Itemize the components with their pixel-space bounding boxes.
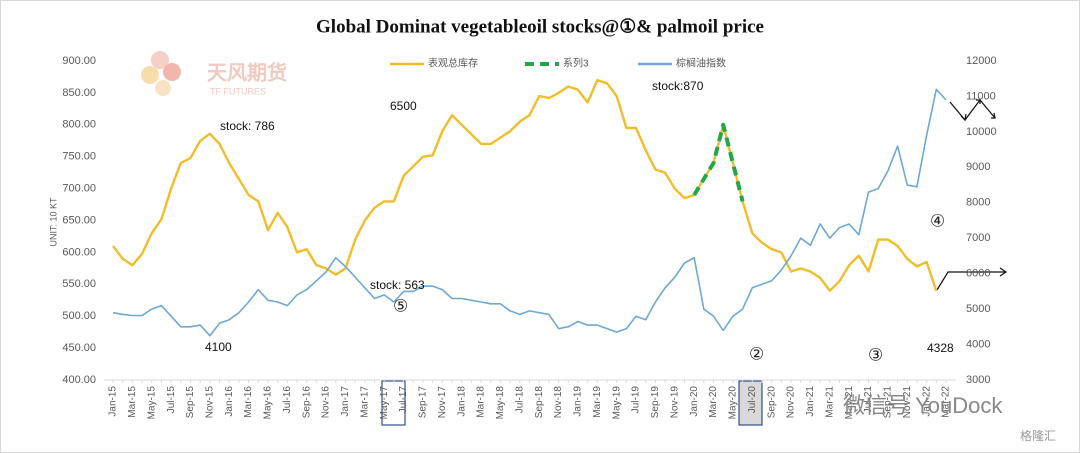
x-tick-label: Sep-18 <box>534 386 545 419</box>
series-line <box>112 88 947 337</box>
x-tick-label: Nov-17 <box>437 386 448 419</box>
annotation: ④ <box>930 211 945 230</box>
x-tick-label: May-21 <box>844 386 855 420</box>
legend-label: 表观总库存 <box>428 57 478 70</box>
x-tick-label: Sep-16 <box>301 386 312 419</box>
x-tick-label: Nov-21 <box>902 386 913 419</box>
watermark: TF FUTURES <box>210 86 266 96</box>
x-tick-label: Jul-17 <box>398 386 409 414</box>
y-tick-label: 500.00 <box>62 310 96 322</box>
y-axis-label: UNIT: 10 KT <box>48 197 58 247</box>
x-tick-label: Nov-16 <box>321 386 332 419</box>
x-tick-label: Jul-18 <box>514 386 525 414</box>
x-tick-label: Jan-21 <box>805 386 816 417</box>
x-tick-label: Jul-21 <box>863 386 874 414</box>
annotation: 6500 <box>390 99 417 113</box>
y2-tick-label: 5000 <box>966 303 990 315</box>
x-tick-label: Mar-15 <box>127 386 138 418</box>
y-tick-label: 700.00 <box>62 183 96 195</box>
x-tick-label: Jul-16 <box>282 386 293 414</box>
watermark: 格隆汇 <box>1020 428 1056 443</box>
y2-tick-label: 10000 <box>966 126 997 138</box>
y2-tick-label: 9000 <box>966 161 990 173</box>
y-tick-label: 450.00 <box>62 342 96 354</box>
x-tick-label: Mar-19 <box>592 386 603 418</box>
y-tick-label: 800.00 <box>62 119 96 131</box>
x-tick-label: Sep-19 <box>650 386 661 419</box>
annotation: 4328 <box>927 341 954 355</box>
x-tick-label: Jan-20 <box>689 386 700 417</box>
x-tick-label: Nov-20 <box>786 386 797 419</box>
x-tick-label: Mar-21 <box>824 386 835 418</box>
x-tick-label: May-18 <box>495 386 506 420</box>
x-tick-label: Sep-20 <box>766 386 777 419</box>
highlight-box <box>738 380 763 426</box>
watermark: 微信号 YouDock <box>843 393 1003 418</box>
x-tick-label: Sep-21 <box>883 386 894 419</box>
y2-tick-label: 8000 <box>966 197 990 209</box>
chart-title: Global Dominat vegetableoil stocks@①& pa… <box>316 16 764 37</box>
annotation: ⑤ <box>393 296 408 315</box>
x-tick-label: Jan-17 <box>340 386 351 417</box>
x-tick-label: May-19 <box>611 386 622 420</box>
y-tick-label: 400.00 <box>62 374 96 386</box>
annotation: ② <box>749 344 764 363</box>
x-tick-label: Jan-15 <box>108 386 119 417</box>
x-tick-label: Jan-22 <box>921 386 932 417</box>
y2-tick-label: 11000 <box>966 90 996 102</box>
y-tick-label: 600.00 <box>62 246 96 258</box>
x-tick-label: Mar-22 <box>941 386 952 418</box>
y2-tick-label: 4000 <box>966 338 990 350</box>
annotation: 4100 <box>205 340 232 354</box>
y-tick-label: 650.00 <box>62 214 96 226</box>
y-tick-label: 750.00 <box>62 151 96 163</box>
x-tick-label: Jan-18 <box>456 386 467 417</box>
x-tick-label: Jul-15 <box>166 386 177 414</box>
x-tick-label: Jan-19 <box>573 386 584 417</box>
x-tick-label: Sep-17 <box>418 386 429 419</box>
x-tick-label: May-17 <box>379 386 390 420</box>
x-tick-label: Mar-20 <box>708 386 719 418</box>
series-line <box>112 78 938 292</box>
arrows <box>936 99 1008 291</box>
x-tick-label: Nov-18 <box>553 386 564 419</box>
y2-tick-label: 12000 <box>966 55 997 67</box>
x-tick-label: Mar-16 <box>243 386 254 418</box>
x-tick-label: Jul-19 <box>631 386 642 414</box>
annotation: ③ <box>868 345 883 364</box>
x-tick-label: May-16 <box>263 386 274 420</box>
x-tick-label: May-20 <box>728 386 739 420</box>
x-tick-label: Mar-18 <box>476 386 487 418</box>
x-tick-label: May-15 <box>146 386 157 420</box>
y-tick-label: 550.00 <box>62 278 96 290</box>
x-tick-label: Jan-16 <box>224 386 235 417</box>
series-line <box>692 122 745 202</box>
x-tick-label: Mar-17 <box>359 386 370 418</box>
x-tick-label: Nov-15 <box>205 386 216 419</box>
watermark: 天风期货 <box>207 60 287 84</box>
x-tick-label: Jul-20 <box>747 386 758 414</box>
y-tick-label: 850.00 <box>62 87 96 99</box>
x-tick-label: Nov-19 <box>669 386 680 419</box>
legend-label: 棕榈油指数 <box>676 57 726 70</box>
x-tick-label: Sep-15 <box>185 386 196 419</box>
y2-tick-label: 3000 <box>966 374 990 386</box>
y2-tick-label: 7000 <box>966 232 990 244</box>
annotation: stock: 563 <box>370 278 425 292</box>
logo <box>141 51 181 96</box>
annotation: stock: 786 <box>220 119 275 133</box>
annotation: stock:870 <box>652 79 704 93</box>
y2-tick-label: 6000 <box>966 268 990 280</box>
y-tick-label: 900.00 <box>62 55 96 67</box>
legend-label: 系列3 <box>563 57 589 70</box>
